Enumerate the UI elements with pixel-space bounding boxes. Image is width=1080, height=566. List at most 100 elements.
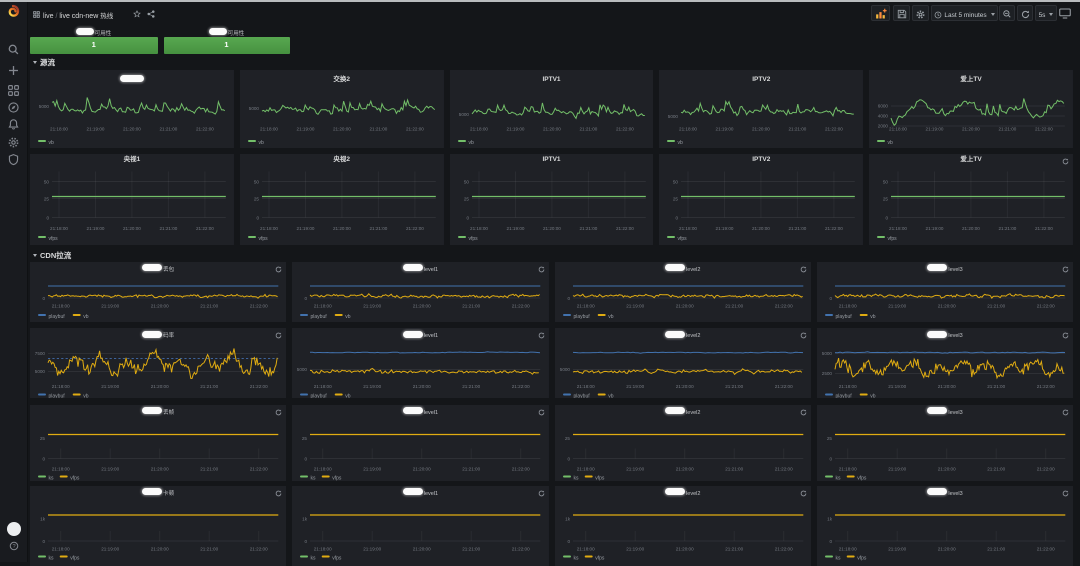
svg-text:21:19:00: 21:19:00: [888, 304, 906, 309]
svg-text:21:20:00: 21:20:00: [123, 126, 141, 131]
svg-text:21:18:00: 21:18:00: [52, 304, 70, 309]
svg-text:21:22:00: 21:22:00: [825, 226, 843, 231]
svg-text:ks: ks: [573, 475, 579, 481]
svg-text:21:22:00: 21:22:00: [825, 126, 843, 131]
svg-text:21:20:00: 21:20:00: [675, 546, 693, 551]
svg-text:21:20:00: 21:20:00: [333, 126, 351, 131]
svg-text:50: 50: [254, 179, 260, 184]
svg-text:21:19:00: 21:19:00: [716, 226, 734, 231]
svg-text:5000: 5000: [39, 104, 50, 109]
svg-text:21:18:00: 21:18:00: [576, 304, 594, 309]
svg-text:21:21:00: 21:21:00: [789, 226, 807, 231]
svg-text:21:20:00: 21:20:00: [151, 466, 169, 471]
svg-text:50: 50: [673, 179, 679, 184]
svg-text:21:19:00: 21:19:00: [101, 466, 119, 471]
svg-text:21:19:00: 21:19:00: [926, 226, 944, 231]
svg-text:21:18:00: 21:18:00: [839, 466, 857, 471]
svg-text:playbuf: playbuf: [311, 393, 328, 398]
svg-text:21:22:00: 21:22:00: [1037, 304, 1055, 309]
svg-text:0: 0: [42, 539, 45, 544]
svg-text:25: 25: [883, 196, 889, 201]
svg-text:21:20:00: 21:20:00: [938, 304, 956, 309]
svg-text:5000: 5000: [297, 367, 308, 372]
svg-text:21:19:00: 21:19:00: [888, 546, 906, 551]
svg-text:21:20:00: 21:20:00: [675, 304, 693, 309]
svg-text:21:22:00: 21:22:00: [616, 226, 634, 231]
svg-text:21:22:00: 21:22:00: [196, 226, 214, 231]
svg-text:21:20:00: 21:20:00: [333, 226, 351, 231]
svg-text:21:21:00: 21:21:00: [159, 126, 177, 131]
svg-text:vb: vb: [83, 393, 89, 398]
svg-text:21:21:00: 21:21:00: [579, 226, 597, 231]
svg-text:vb: vb: [870, 314, 876, 320]
svg-text:ks: ks: [49, 555, 55, 561]
svg-text:21:20:00: 21:20:00: [752, 226, 770, 231]
svg-text:25: 25: [40, 436, 46, 441]
svg-text:vfps: vfps: [70, 555, 80, 561]
svg-text:vb: vb: [608, 393, 614, 398]
svg-text:0: 0: [567, 539, 570, 544]
svg-text:21:20:00: 21:20:00: [675, 384, 693, 389]
svg-text:21:22:00: 21:22:00: [616, 126, 634, 131]
svg-text:21:19:00: 21:19:00: [626, 466, 644, 471]
svg-text:21:20:00: 21:20:00: [123, 226, 141, 231]
svg-text:21:20:00: 21:20:00: [151, 546, 169, 551]
svg-text:21:18:00: 21:18:00: [470, 226, 488, 231]
svg-text:21:21:00: 21:21:00: [200, 384, 218, 389]
svg-text:21:21:00: 21:21:00: [725, 546, 743, 551]
svg-text:21:18:00: 21:18:00: [889, 226, 907, 231]
svg-text:0: 0: [305, 296, 308, 301]
svg-text:0: 0: [305, 456, 308, 461]
svg-text:21:22:00: 21:22:00: [512, 384, 530, 389]
svg-text:21:20:00: 21:20:00: [938, 466, 956, 471]
svg-text:21:20:00: 21:20:00: [752, 126, 770, 131]
svg-text:vfps: vfps: [857, 555, 867, 561]
svg-text:21:19:00: 21:19:00: [364, 304, 382, 309]
svg-text:21:18:00: 21:18:00: [839, 304, 857, 309]
svg-text:21:19:00: 21:19:00: [626, 384, 644, 389]
svg-text:21:22:00: 21:22:00: [774, 384, 792, 389]
svg-text:playbuf: playbuf: [835, 314, 852, 320]
svg-text:21:21:00: 21:21:00: [200, 546, 218, 551]
svg-text:21:18:00: 21:18:00: [679, 126, 697, 131]
svg-text:0: 0: [567, 456, 570, 461]
svg-text:21:18:00: 21:18:00: [52, 546, 70, 551]
svg-text:ks: ks: [311, 555, 317, 561]
svg-text:21:21:00: 21:21:00: [987, 304, 1005, 309]
svg-text:21:18:00: 21:18:00: [52, 466, 70, 471]
svg-text:vb: vb: [83, 314, 89, 320]
svg-text:21:19:00: 21:19:00: [296, 226, 314, 231]
svg-text:ks: ks: [835, 475, 841, 481]
svg-text:21:20:00: 21:20:00: [413, 384, 431, 389]
svg-text:21:22:00: 21:22:00: [406, 126, 424, 131]
svg-text:1k: 1k: [40, 516, 46, 521]
svg-text:21:19:00: 21:19:00: [101, 384, 119, 389]
svg-text:5000: 5000: [458, 112, 469, 117]
svg-text:21:20:00: 21:20:00: [938, 546, 956, 551]
svg-text:21:22:00: 21:22:00: [512, 466, 530, 471]
svg-text:1k: 1k: [565, 516, 571, 521]
svg-text:21:20:00: 21:20:00: [962, 226, 980, 231]
svg-text:21:18:00: 21:18:00: [52, 384, 70, 389]
svg-text:21:19:00: 21:19:00: [626, 546, 644, 551]
svg-text:21:18:00: 21:18:00: [576, 384, 594, 389]
svg-text:25: 25: [827, 436, 833, 441]
svg-text:21:19:00: 21:19:00: [101, 304, 119, 309]
svg-text:vb: vb: [608, 314, 614, 320]
svg-text:21:19:00: 21:19:00: [506, 126, 524, 131]
svg-text:playbuf: playbuf: [49, 314, 66, 320]
svg-text:21:22:00: 21:22:00: [774, 546, 792, 551]
svg-text:21:22:00: 21:22:00: [250, 384, 268, 389]
svg-text:21:21:00: 21:21:00: [999, 126, 1017, 131]
svg-text:vfps: vfps: [595, 555, 605, 561]
svg-text:21:19:00: 21:19:00: [626, 304, 644, 309]
svg-text:21:19:00: 21:19:00: [888, 466, 906, 471]
svg-text:21:18:00: 21:18:00: [314, 546, 332, 551]
svg-text:21:22:00: 21:22:00: [250, 546, 268, 551]
svg-text:21:22:00: 21:22:00: [196, 126, 214, 131]
svg-text:playbuf: playbuf: [311, 314, 328, 320]
svg-text:5000: 5000: [668, 114, 679, 119]
svg-text:ks: ks: [311, 475, 317, 481]
svg-text:21:18:00: 21:18:00: [260, 126, 278, 131]
svg-text:21:20:00: 21:20:00: [543, 226, 561, 231]
